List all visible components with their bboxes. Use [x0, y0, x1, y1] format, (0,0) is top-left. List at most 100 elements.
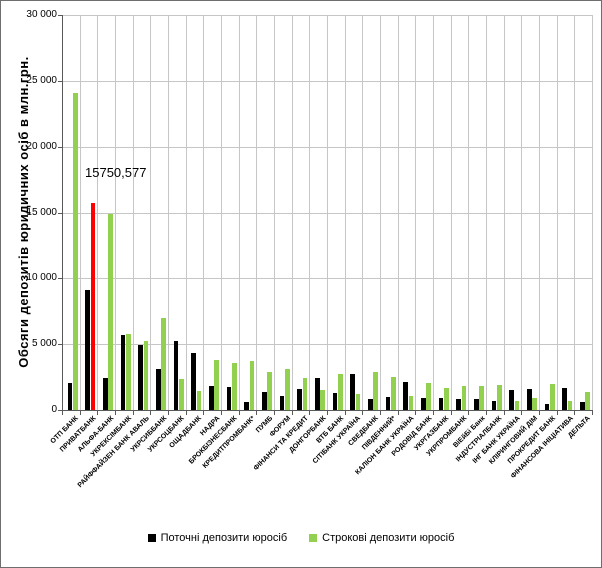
x-axis-tick-mark — [433, 411, 434, 415]
gridline-vertical — [450, 15, 452, 410]
bar-current-deposits — [155, 368, 161, 410]
bar-term-deposits — [391, 377, 396, 410]
bar-term-deposits — [285, 368, 290, 410]
x-axis-tick-mark — [592, 411, 593, 415]
gridline-vertical — [468, 15, 470, 410]
gridline-vertical — [327, 15, 328, 410]
x-axis-tick-mark — [274, 411, 275, 415]
bar-term-deposits — [444, 387, 449, 410]
gridline-vertical — [97, 15, 99, 410]
gridline-horizontal — [63, 278, 593, 280]
gridline-vertical — [521, 15, 523, 410]
gridline-horizontal — [63, 80, 593, 82]
gridline-vertical — [433, 15, 434, 410]
bar-term-deposits — [479, 386, 484, 410]
bar-current-deposits — [261, 392, 267, 410]
bar-current-deposits — [473, 398, 479, 410]
bar-current-deposits — [350, 374, 355, 410]
gridline-vertical — [556, 15, 558, 410]
bar-current-deposits — [279, 396, 285, 410]
gridline-vertical — [574, 15, 576, 410]
bar-current-deposits — [297, 388, 302, 410]
gridline-vertical — [344, 15, 346, 410]
gridline-vertical — [150, 15, 152, 410]
bar-term-deposits — [550, 384, 555, 410]
gridline-vertical — [221, 15, 222, 410]
x-axis-tick-mark — [168, 411, 169, 415]
x-axis-tick-mark — [574, 411, 576, 415]
bar-term-deposits — [567, 400, 573, 410]
bar-term-deposits — [585, 391, 590, 410]
gridline-vertical — [503, 15, 505, 410]
gridline-vertical — [362, 15, 364, 410]
legend-swatch — [147, 534, 156, 542]
y-axis-tick-label: 20 000 — [26, 140, 57, 152]
bar-term-deposits — [514, 400, 520, 410]
bar-term-deposits — [408, 396, 414, 410]
gridline-vertical — [397, 15, 399, 410]
x-axis-tick-mark — [556, 411, 558, 415]
x-axis-tick-mark — [309, 411, 311, 415]
y-axis-tick-label: 25 000 — [26, 74, 57, 86]
bar-current-deposits — [403, 381, 408, 410]
gridline-vertical — [115, 15, 116, 410]
y-axis-tick-label: 10 000 — [26, 272, 57, 284]
x-axis-tick-mark — [486, 411, 487, 415]
bar-term-deposits — [497, 384, 502, 410]
bar-current-deposits — [102, 378, 108, 410]
x-axis-tick-mark — [132, 411, 134, 415]
gridline-vertical — [132, 15, 134, 410]
x-axis-tick-mark — [291, 411, 293, 415]
bar-term-deposits — [232, 362, 237, 410]
gridline-vertical — [274, 15, 275, 410]
gridline-vertical — [486, 15, 487, 410]
x-axis-tick-mark — [539, 411, 540, 415]
x-axis-tick-mark — [521, 411, 523, 415]
bar-term-deposits — [320, 390, 325, 410]
bar-current-deposits — [367, 399, 373, 410]
gridline-vertical — [238, 15, 240, 410]
legend-item-term-deposits: Строкові депозити юросіб — [309, 532, 454, 544]
bar-term-deposits — [143, 341, 149, 410]
gridline-horizontal — [63, 212, 593, 214]
y-axis-tick-mark — [58, 146, 62, 148]
gridline-vertical — [256, 15, 258, 410]
bar-term-deposits — [461, 386, 467, 410]
bar-current-deposits — [385, 396, 391, 410]
bar-term-deposits — [196, 391, 202, 410]
gridline-vertical — [203, 15, 205, 410]
bar-current-deposits — [544, 404, 550, 410]
legend-item-current-deposits: Поточні депозити юросіб — [147, 532, 287, 544]
x-axis-tick-mark — [380, 411, 381, 415]
y-axis-tick-label: 30 000 — [26, 9, 57, 20]
y-axis-tick-mark — [58, 15, 62, 16]
x-axis-tick-mark — [221, 411, 222, 415]
y-axis-tick-mark — [58, 212, 62, 214]
x-axis-tick-mark — [415, 411, 417, 415]
gridline-vertical — [185, 15, 187, 410]
bar-current-deposits — [420, 398, 426, 410]
bar-current-deposits — [579, 402, 585, 410]
bar-current-deposits — [173, 340, 179, 410]
bar-current-deposits — [438, 397, 444, 410]
gridline-vertical — [79, 15, 81, 410]
gridline-vertical — [309, 15, 311, 410]
bar-current-deposits — [191, 353, 196, 410]
bar-term-deposits — [249, 360, 255, 410]
x-axis-tick-mark — [79, 411, 81, 415]
bar-term-deposits — [302, 377, 308, 410]
x-axis-tick-mark — [62, 411, 63, 415]
bar-term-deposits — [338, 374, 343, 410]
x-axis-tick-mark — [450, 411, 452, 415]
y-axis-tick-label: 15 000 — [26, 206, 57, 218]
y-axis-tick-mark — [58, 344, 62, 346]
bar-term-deposits — [373, 371, 378, 410]
bar-current-deposits — [120, 335, 126, 410]
y-axis-tick-mark — [58, 278, 62, 280]
bar-term-deposits — [108, 213, 113, 410]
legend-swatch — [309, 534, 318, 542]
gridline-horizontal — [63, 344, 593, 346]
bar-term-deposits — [126, 333, 131, 410]
bar-term-deposits — [532, 398, 537, 410]
